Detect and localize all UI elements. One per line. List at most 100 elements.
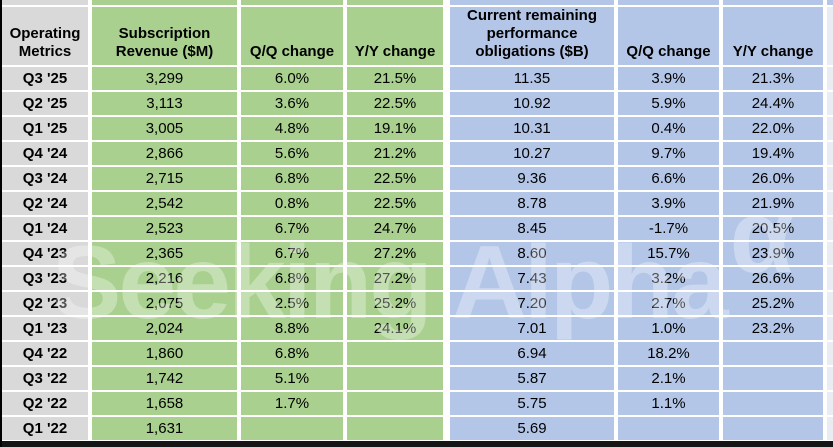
- subscription-yy-change-value: 24.7%: [347, 217, 450, 242]
- subscription-qq-change-value: 4.8%: [241, 117, 347, 142]
- subscription-qq-change-value: 6.7%: [241, 217, 347, 242]
- rpo-yy-change-value: 26.6%: [723, 267, 827, 292]
- rpo-value: 8.45: [450, 217, 618, 242]
- rpo-yy-change-value: 21.9%: [723, 192, 827, 217]
- subscription-revenue-value: 1,860: [92, 342, 241, 367]
- subscription-yy-change-header: Y/Y change: [347, 7, 450, 67]
- quarter-label: Q3 '24: [2, 167, 92, 192]
- subscription-qq-change-value: 6.0%: [241, 67, 347, 92]
- rpo-qq-change-value: [618, 417, 723, 442]
- rpo-value: 8.60: [450, 242, 618, 267]
- rpo-qq-change-value: 3.2%: [618, 267, 723, 292]
- subscription-yy-change-value: 22.5%: [347, 167, 450, 192]
- table-row: Q4 '23 2,365 6.7% 27.2% 8.60 15.7% 23.9%: [2, 242, 833, 267]
- subscription-qq-change-value: 1.7%: [241, 392, 347, 417]
- rpo-value: 7.01: [450, 317, 618, 342]
- subscription-qq-change-value: 0.8%: [241, 192, 347, 217]
- rpo-qq-change-value: 1.1%: [618, 392, 723, 417]
- subscription-revenue-value: 3,299: [92, 67, 241, 92]
- partial-cell: [450, 0, 618, 7]
- quarter-label: Q3 '23: [2, 267, 92, 292]
- rpo-yy-change-value: [723, 367, 827, 392]
- rpo-yy-change-value: 23.9%: [723, 242, 827, 267]
- partial-cell: [241, 0, 347, 7]
- subscription-revenue-value: 3,005: [92, 117, 241, 142]
- rpo-value: 10.27: [450, 142, 618, 167]
- table-row: Q1 '22 1,631 5.69: [2, 417, 833, 442]
- left-border-strip: [0, 0, 2, 447]
- partial-cell: [618, 0, 723, 7]
- quarter-label: Q1 '24: [2, 217, 92, 242]
- subscription-qq-change-value: 6.8%: [241, 167, 347, 192]
- stub-cell: [827, 92, 833, 117]
- rpo-qq-change-value: 18.2%: [618, 342, 723, 367]
- subscription-yy-change-value: 21.2%: [347, 142, 450, 167]
- rpo-value: 10.31: [450, 117, 618, 142]
- subscription-revenue-value: 1,742: [92, 367, 241, 392]
- rpo-qq-change-value: 2.1%: [618, 367, 723, 392]
- subscription-revenue-value: 2,024: [92, 317, 241, 342]
- quarter-label: Q3 '25: [2, 67, 92, 92]
- rpo-value: 8.78: [450, 192, 618, 217]
- quarter-label: Q4 '23: [2, 242, 92, 267]
- corner-header: Operating Metrics: [2, 7, 92, 67]
- subscription-yy-change-value: [347, 342, 450, 367]
- rpo-qq-change-value: 1.0%: [618, 317, 723, 342]
- table-row: Q3 '23 2,216 6.8% 27.2% 7.43 3.2% 26.6%: [2, 267, 833, 292]
- rpo-yy-change-value: 19.4%: [723, 142, 827, 167]
- subscription-revenue-value: 2,523: [92, 217, 241, 242]
- stub-cell: [827, 217, 833, 242]
- subscription-yy-change-value: 21.5%: [347, 67, 450, 92]
- subscription-revenue-value: 1,631: [92, 417, 241, 442]
- rpo-yy-change-value: 24.4%: [723, 92, 827, 117]
- subscription-qq-change-value: 5.1%: [241, 367, 347, 392]
- rpo-qq-change-value: 9.7%: [618, 142, 723, 167]
- table-row: Q1 '24 2,523 6.7% 24.7% 8.45 -1.7% 20.5%: [2, 217, 833, 242]
- subscription-qq-change-value: 6.8%: [241, 267, 347, 292]
- rpo-value: 5.75: [450, 392, 618, 417]
- partial-cell: [827, 0, 833, 7]
- bottom-border-strip: [0, 441, 833, 447]
- rpo-yy-change-value: 26.0%: [723, 167, 827, 192]
- stub-cell: [827, 317, 833, 342]
- subscription-revenue-value: 2,866: [92, 142, 241, 167]
- rpo-qq-change-value: 15.7%: [618, 242, 723, 267]
- subscription-qq-change-value: [241, 417, 347, 442]
- stub-cell: [827, 167, 833, 192]
- subscription-yy-change-value: [347, 417, 450, 442]
- header-row: Operating Metrics Subscription Revenue (…: [2, 7, 833, 67]
- rpo-qq-change-value: 3.9%: [618, 67, 723, 92]
- stub-cell: [827, 242, 833, 267]
- rpo-yy-change-value: 25.2%: [723, 292, 827, 317]
- subscription-yy-change-value: 22.5%: [347, 192, 450, 217]
- partial-cell: [723, 0, 827, 7]
- rpo-yy-change-value: 23.2%: [723, 317, 827, 342]
- stub-cell: [827, 367, 833, 392]
- subscription-yy-change-value: 24.1%: [347, 317, 450, 342]
- stub-cell: [827, 267, 833, 292]
- subscription-qq-change-value: 2.5%: [241, 292, 347, 317]
- stub-cell: [827, 417, 833, 442]
- rpo-value: 7.43: [450, 267, 618, 292]
- subscription-yy-change-value: 27.2%: [347, 267, 450, 292]
- rpo-value: 5.87: [450, 367, 618, 392]
- subscription-revenue-value: 2,715: [92, 167, 241, 192]
- subscription-qq-change-header: Q/Q change: [241, 7, 347, 67]
- rpo-header: Current remaining performance obligation…: [450, 7, 618, 67]
- stub-header: [827, 7, 833, 67]
- subscription-qq-change-value: 6.7%: [241, 242, 347, 267]
- subscription-qq-change-value: 5.6%: [241, 142, 347, 167]
- table-row: Q4 '22 1,860 6.8% 6.94 18.2%: [2, 342, 833, 367]
- rpo-yy-change-header: Y/Y change: [723, 7, 827, 67]
- rpo-qq-change-value: 0.4%: [618, 117, 723, 142]
- quarter-label: Q1 '23: [2, 317, 92, 342]
- subscription-yy-change-value: 27.2%: [347, 242, 450, 267]
- subscription-revenue-value: 2,365: [92, 242, 241, 267]
- quarter-label: Q2 '24: [2, 192, 92, 217]
- table-row: Q2 '25 3,113 3.6% 22.5% 10.92 5.9% 24.4%: [2, 92, 833, 117]
- stub-cell: [827, 142, 833, 167]
- subscription-yy-change-value: 25.2%: [347, 292, 450, 317]
- table-row: Q3 '22 1,742 5.1% 5.87 2.1%: [2, 367, 833, 392]
